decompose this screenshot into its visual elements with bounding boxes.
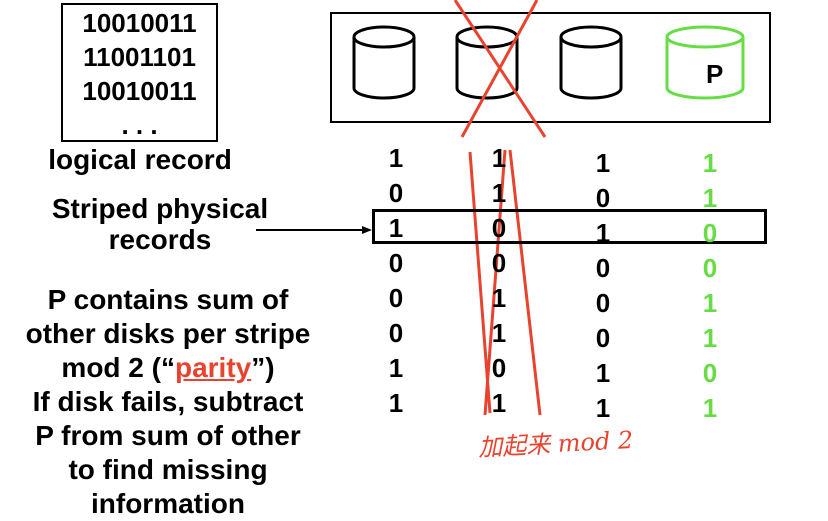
disk-3-icon bbox=[559, 25, 623, 100]
bit: 1 bbox=[491, 388, 507, 418]
diagram-graphics bbox=[256, 0, 745, 416]
bit: 1 bbox=[388, 213, 404, 243]
bit: 1 bbox=[491, 283, 507, 313]
bit: 1 bbox=[595, 218, 611, 248]
striped-label-line: Striped physical bbox=[51, 193, 269, 224]
parity-bit: 1 bbox=[702, 323, 718, 353]
bit: 0 bbox=[491, 248, 507, 278]
parity-disk-icon bbox=[665, 25, 745, 100]
bit: 0 bbox=[388, 178, 404, 208]
parity-bit: 1 bbox=[702, 183, 718, 213]
logical-record-box: 10010011 11001101 10010011 . . . bbox=[61, 3, 218, 142]
disk-3-column: 1 0 1 0 0 0 1 1 bbox=[588, 146, 618, 426]
bit: 1 bbox=[595, 358, 611, 388]
explanation-line: P from sum of other bbox=[35, 420, 301, 451]
bit: 1 bbox=[388, 388, 404, 418]
explanation-line-parity: mod 2 (“parity”) bbox=[61, 352, 275, 383]
disk-array-box bbox=[330, 12, 771, 123]
disk-2-icon bbox=[455, 25, 519, 100]
parity-bit: 0 bbox=[702, 358, 718, 388]
bit: 0 bbox=[491, 353, 507, 383]
parity-word: parity bbox=[174, 352, 252, 383]
parity-disk-label: P bbox=[706, 59, 724, 89]
explanation-line: If disk fails, subtract bbox=[32, 386, 304, 417]
bit: 1 bbox=[595, 148, 611, 178]
bit: 1 bbox=[388, 143, 404, 173]
stripe-highlight bbox=[372, 209, 767, 244]
bit: 0 bbox=[595, 183, 611, 213]
record-row: 11001101 bbox=[83, 42, 196, 72]
parity-bit: 0 bbox=[702, 253, 718, 283]
parity-bit: 1 bbox=[702, 288, 718, 318]
bit: 0 bbox=[595, 323, 611, 353]
record-row: 10010011 bbox=[82, 8, 197, 38]
logical-record-label: logical record bbox=[48, 144, 232, 175]
parity-bit: 1 bbox=[702, 148, 718, 178]
bit: 0 bbox=[595, 253, 611, 283]
failed-disk-cross-icon bbox=[453, 0, 547, 416]
bit: 0 bbox=[388, 283, 404, 313]
bit: 1 bbox=[595, 393, 611, 423]
bit: 0 bbox=[595, 288, 611, 318]
explanation-line: P contains sum of bbox=[47, 284, 289, 315]
record-row: 10010011 bbox=[82, 76, 197, 106]
disk-1-column: 1 0 1 0 0 0 1 1 bbox=[381, 141, 411, 421]
bit: 1 bbox=[491, 318, 507, 348]
disk-1-icon bbox=[352, 25, 416, 100]
bit: 1 bbox=[491, 143, 507, 173]
bit: 0 bbox=[491, 213, 507, 243]
bit: 1 bbox=[388, 353, 404, 383]
parity-column: 1 1 0 0 1 1 0 1 bbox=[695, 146, 725, 426]
parity-bit: 0 bbox=[702, 218, 718, 248]
striped-records-label: Striped physical records bbox=[20, 193, 300, 255]
parity-bit: 1 bbox=[702, 393, 718, 423]
disk-2-column: 1 1 0 0 1 1 0 1 bbox=[484, 141, 514, 421]
bit: 0 bbox=[388, 318, 404, 348]
striped-label-line: records bbox=[108, 224, 212, 255]
arrow-icon bbox=[256, 226, 372, 234]
record-ellipsis: . . . bbox=[121, 110, 158, 140]
bit: 1 bbox=[491, 178, 507, 208]
bit: 0 bbox=[388, 248, 404, 278]
explanation-line: other disks per stripe bbox=[25, 318, 311, 349]
